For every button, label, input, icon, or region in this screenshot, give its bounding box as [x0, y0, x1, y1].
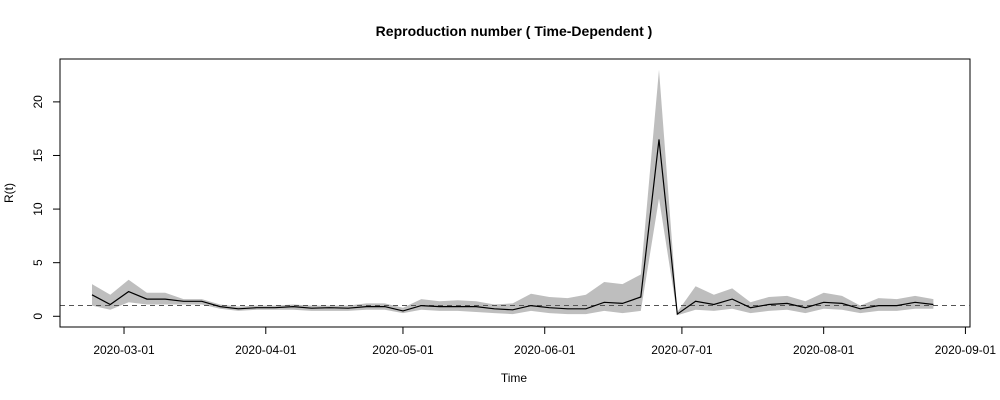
- x-axis-label: Time: [501, 371, 528, 385]
- y-tick-label: 0: [31, 313, 45, 320]
- plot-frame: [59, 58, 971, 328]
- y-tick-label: 10: [31, 202, 45, 216]
- x-tick-label: 2020-07-01: [651, 343, 713, 357]
- confidence-band: [92, 69, 934, 316]
- series-line: [91, 139, 934, 316]
- chart-title: Reproduction number ( Time-Dependent ): [376, 23, 653, 39]
- y-tick-label: 5: [31, 259, 45, 266]
- x-tick-label: 2020-04-01: [235, 343, 297, 357]
- x-tick-label: 2020-08-01: [793, 343, 855, 357]
- y-tick-label: 20: [31, 95, 45, 109]
- y-tick-label: 15: [31, 148, 45, 162]
- x-tick-label: 2020-09-01: [935, 343, 997, 357]
- x-axis: 2020-03-01 2020-04-01 2020-05-01 2020-06-01…: [93, 326, 997, 357]
- x-tick-label: 2020-06-01: [514, 343, 576, 357]
- x-tick-label: 2020-05-01: [372, 343, 434, 357]
- y-axis-label: R(t): [2, 183, 16, 203]
- x-tick-label: 2020-03-01: [93, 343, 155, 357]
- series-line-layer: [91, 139, 934, 316]
- confidence-band-layer: [92, 69, 934, 316]
- y-axis: 0 5 10 15 20: [31, 95, 61, 320]
